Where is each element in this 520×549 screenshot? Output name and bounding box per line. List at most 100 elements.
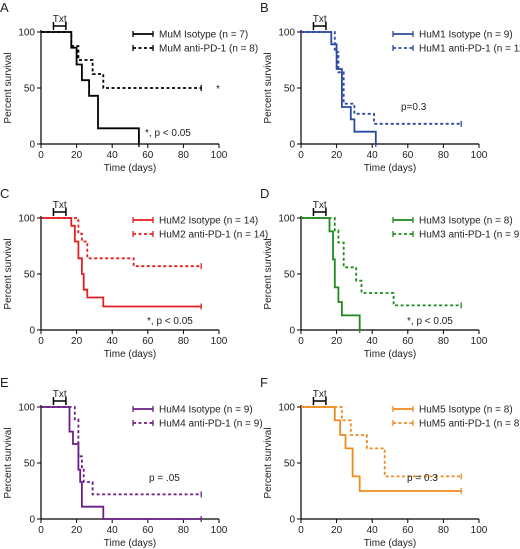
survival-curve-anti-pd1 <box>301 31 462 125</box>
p-value-annotation: *, p < 0.05 <box>145 128 191 139</box>
legend-label: HuM5 anti-PD-1 (n = 8) <box>419 419 520 430</box>
p-value-annotation: p = .05 <box>149 473 180 484</box>
x-tick-label: 20 <box>71 336 83 347</box>
x-tick-label: 40 <box>107 525 119 536</box>
panel-label: A <box>0 0 9 15</box>
x-tick-label: 0 <box>298 336 304 347</box>
y-tick-label: 0 <box>29 515 35 526</box>
x-tick-label: 40 <box>367 336 379 347</box>
x-tick-label: 40 <box>367 525 379 536</box>
y-axis-label: Percent survival <box>3 427 14 498</box>
y-tick-label: 0 <box>289 326 295 337</box>
x-tick-label: 20 <box>71 150 83 161</box>
x-tick-label: 40 <box>367 150 379 161</box>
survival-curve-anti-pd1 <box>41 217 202 268</box>
x-tick-label: 100 <box>471 336 488 347</box>
y-tick-label: 50 <box>24 459 36 470</box>
panel-label: C <box>0 186 9 201</box>
x-tick-label: 40 <box>107 336 119 347</box>
x-tick-label: 60 <box>142 525 154 536</box>
survival-curve-anti-pd1 <box>301 217 462 307</box>
legend-label: MuM Isotype (n = 7) <box>159 30 248 41</box>
x-axis-label: Time (days) <box>104 538 156 549</box>
x-tick-label: 20 <box>331 150 343 161</box>
legend-label: HuM1 Isotype (n = 9) <box>419 30 513 41</box>
y-tick-label: 100 <box>18 403 35 414</box>
x-tick-label: 100 <box>471 150 488 161</box>
x-tick-label: 80 <box>178 150 190 161</box>
panel-c: C 0 50 100 0 20 40 60 80 100 Time (days) Percent su… <box>0 186 268 360</box>
y-tick-label: 100 <box>278 28 295 39</box>
x-tick-label: 20 <box>71 525 83 536</box>
x-axis-label: Time (days) <box>364 538 416 549</box>
x-tick-label: 0 <box>298 150 304 161</box>
p-value-annotation: p = 0.3 <box>407 473 438 484</box>
survival-curve-isotype <box>41 406 202 520</box>
x-tick-label: 60 <box>402 150 414 161</box>
treatment-label: Txt <box>313 200 327 211</box>
legend-label: HuM1 anti-PD-1 (n = 11) <box>419 44 520 55</box>
y-tick-label: 50 <box>24 84 36 95</box>
x-axis-label: Time (days) <box>364 163 416 174</box>
y-tick-label: 0 <box>289 515 295 526</box>
survival-curve-anti-pd1 <box>41 406 202 496</box>
y-axis-label: Percent survival <box>263 52 274 123</box>
p-value-annotation: *, p < 0.05 <box>407 316 453 327</box>
x-tick-label: 80 <box>438 150 450 161</box>
y-tick-label: 0 <box>289 140 295 151</box>
p-value-annotation: p=0.3 <box>401 102 427 113</box>
y-tick-label: 50 <box>284 459 296 470</box>
y-tick-label: 0 <box>29 326 35 337</box>
x-tick-label: 0 <box>298 525 304 536</box>
panel-e: E 0 50 100 0 20 40 60 80 100 Time (days) Percent su… <box>0 375 263 549</box>
significance-mark: * <box>216 84 220 95</box>
survival-curve-isotype <box>301 217 361 330</box>
survival-curve-isotype <box>301 31 377 144</box>
x-tick-label: 60 <box>142 150 154 161</box>
panel-a: A 0 50 100 0 20 40 60 80 100 Time (days) Percent su… <box>0 0 258 174</box>
y-tick-label: 50 <box>284 84 296 95</box>
x-tick-label: 80 <box>178 525 190 536</box>
x-tick-label: 0 <box>38 336 44 347</box>
y-tick-label: 50 <box>24 270 36 281</box>
x-tick-label: 0 <box>38 525 44 536</box>
panel-d: D 0 50 100 0 20 40 60 80 100 Time (days) Percent su… <box>260 186 520 360</box>
legend-label: HuM4 anti-PD-1 (n = 9) <box>159 419 263 430</box>
x-tick-label: 80 <box>178 336 190 347</box>
x-axis-label: Time (days) <box>104 163 156 174</box>
x-tick-label: 20 <box>331 525 343 536</box>
survival-curve-isotype <box>41 217 202 308</box>
legend-label: MuM anti-PD-1 (n = 8) <box>159 44 258 55</box>
x-tick-label: 100 <box>211 336 228 347</box>
treatment-label: Txt <box>313 389 327 400</box>
x-tick-label: 100 <box>211 150 228 161</box>
legend-label: HuM2 Isotype (n = 14) <box>159 216 258 227</box>
x-tick-label: 20 <box>331 336 343 347</box>
panel-label: D <box>260 186 269 201</box>
treatment-label: Txt <box>53 200 67 211</box>
survival-curve-isotype <box>41 31 140 144</box>
x-tick-label: 0 <box>38 150 44 161</box>
panel-f: F 0 50 100 0 20 40 60 80 100 Time (days) Percent su… <box>260 375 520 549</box>
x-axis-label: Time (days) <box>364 349 416 360</box>
treatment-label: Txt <box>53 389 67 400</box>
y-axis-label: Percent survival <box>263 238 274 309</box>
survival-curve-isotype <box>301 406 462 492</box>
y-tick-label: 100 <box>278 214 295 225</box>
panel-label: F <box>260 375 268 390</box>
legend-label: HuM5 Isotype (n = 8) <box>419 405 513 416</box>
treatment-label: Txt <box>313 14 327 25</box>
y-tick-label: 100 <box>18 28 35 39</box>
panel-label: B <box>260 0 269 15</box>
panel-label: E <box>0 375 9 390</box>
x-tick-label: 60 <box>402 525 414 536</box>
y-tick-label: 0 <box>29 140 35 151</box>
x-axis-label: Time (days) <box>104 349 156 360</box>
x-tick-label: 100 <box>211 525 228 536</box>
y-tick-label: 100 <box>278 403 295 414</box>
legend-label: HuM2 anti-PD-1 (n = 14) <box>159 230 268 241</box>
y-axis-label: Percent survival <box>3 52 14 123</box>
p-value-annotation: *, p < 0.05 <box>147 316 193 327</box>
x-tick-label: 60 <box>142 336 154 347</box>
